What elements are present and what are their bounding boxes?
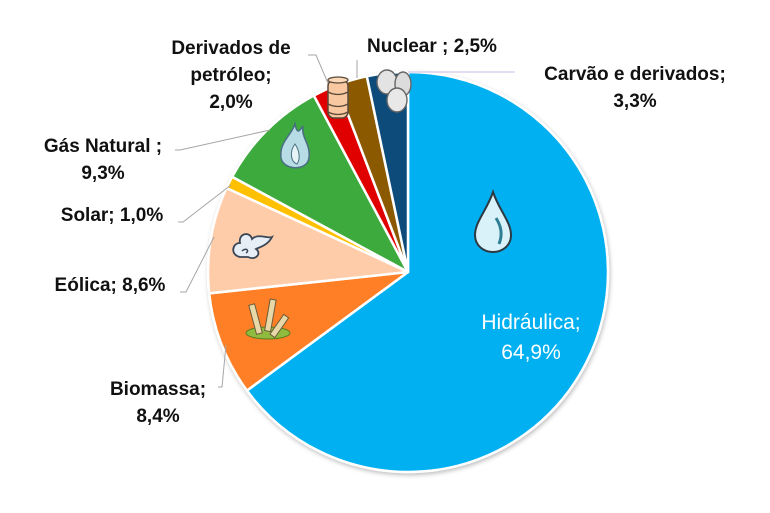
label-carvao-name: Carvão e derivados;: [544, 64, 726, 85]
pie-slice-eolica: [206, 186, 410, 295]
label-eolica: Eólica; 8,6%: [42, 272, 178, 299]
label-biomassa-value: 8,4%: [136, 406, 180, 427]
label-biomassa: Biomassa; 8,4%: [98, 376, 218, 430]
label-nuclear: Nuclear ; 2,5%: [346, 33, 518, 60]
label-solar-text: Solar; 1,0%: [60, 205, 164, 226]
leader-line-gas: [175, 129, 271, 151]
label-derivados-value: 2,0%: [209, 92, 253, 113]
label-carvao-value: 3,3%: [613, 91, 657, 112]
coal-icon: [376, 69, 412, 113]
label-carvao: Carvão e derivados; 3,3%: [520, 61, 750, 115]
label-gas-value: 9,3%: [81, 163, 125, 184]
oil-barrel-icon: [327, 76, 349, 119]
pie-slice-biomassa: [207, 270, 410, 392]
label-hidraulica: Hidráulica; 64,9%: [462, 308, 600, 368]
pie-slice-hidraulica: [245, 70, 610, 474]
label-derivados: Derivados de petróleo; 2,0%: [156, 35, 306, 116]
label-nuclear-text: Nuclear ; 2,5%: [367, 36, 497, 57]
label-gas-natural: Gás Natural ; 9,3%: [30, 133, 176, 187]
leader-line-eolica: [180, 236, 215, 293]
leader-line-solar: [178, 184, 232, 223]
water-drop-icon: [473, 188, 513, 254]
label-gas-name: Gás Natural ;: [43, 136, 163, 157]
label-derivados-line2: petróleo;: [190, 65, 272, 86]
pie-slices: [206, 70, 610, 474]
label-biomassa-name: Biomassa;: [109, 379, 207, 400]
label-hidraulica-value: 64,9%: [501, 341, 561, 364]
leader-line-derivados: [308, 54, 331, 89]
gas-flame-icon: [280, 120, 311, 169]
pie-slice-gas-natural: [230, 94, 410, 274]
label-solar: Solar; 1,0%: [46, 202, 178, 229]
label-derivados-line1: Derivados de: [171, 38, 291, 59]
wind-icon: [232, 233, 275, 259]
label-eolica-text: Eólica; 8,6%: [54, 275, 166, 296]
label-hidraulica-name: Hidráulica;: [481, 311, 581, 334]
leader-line-biomassa: [218, 344, 227, 388]
sugarcane-icon: [245, 298, 291, 340]
leader-lines: [175, 54, 515, 388]
